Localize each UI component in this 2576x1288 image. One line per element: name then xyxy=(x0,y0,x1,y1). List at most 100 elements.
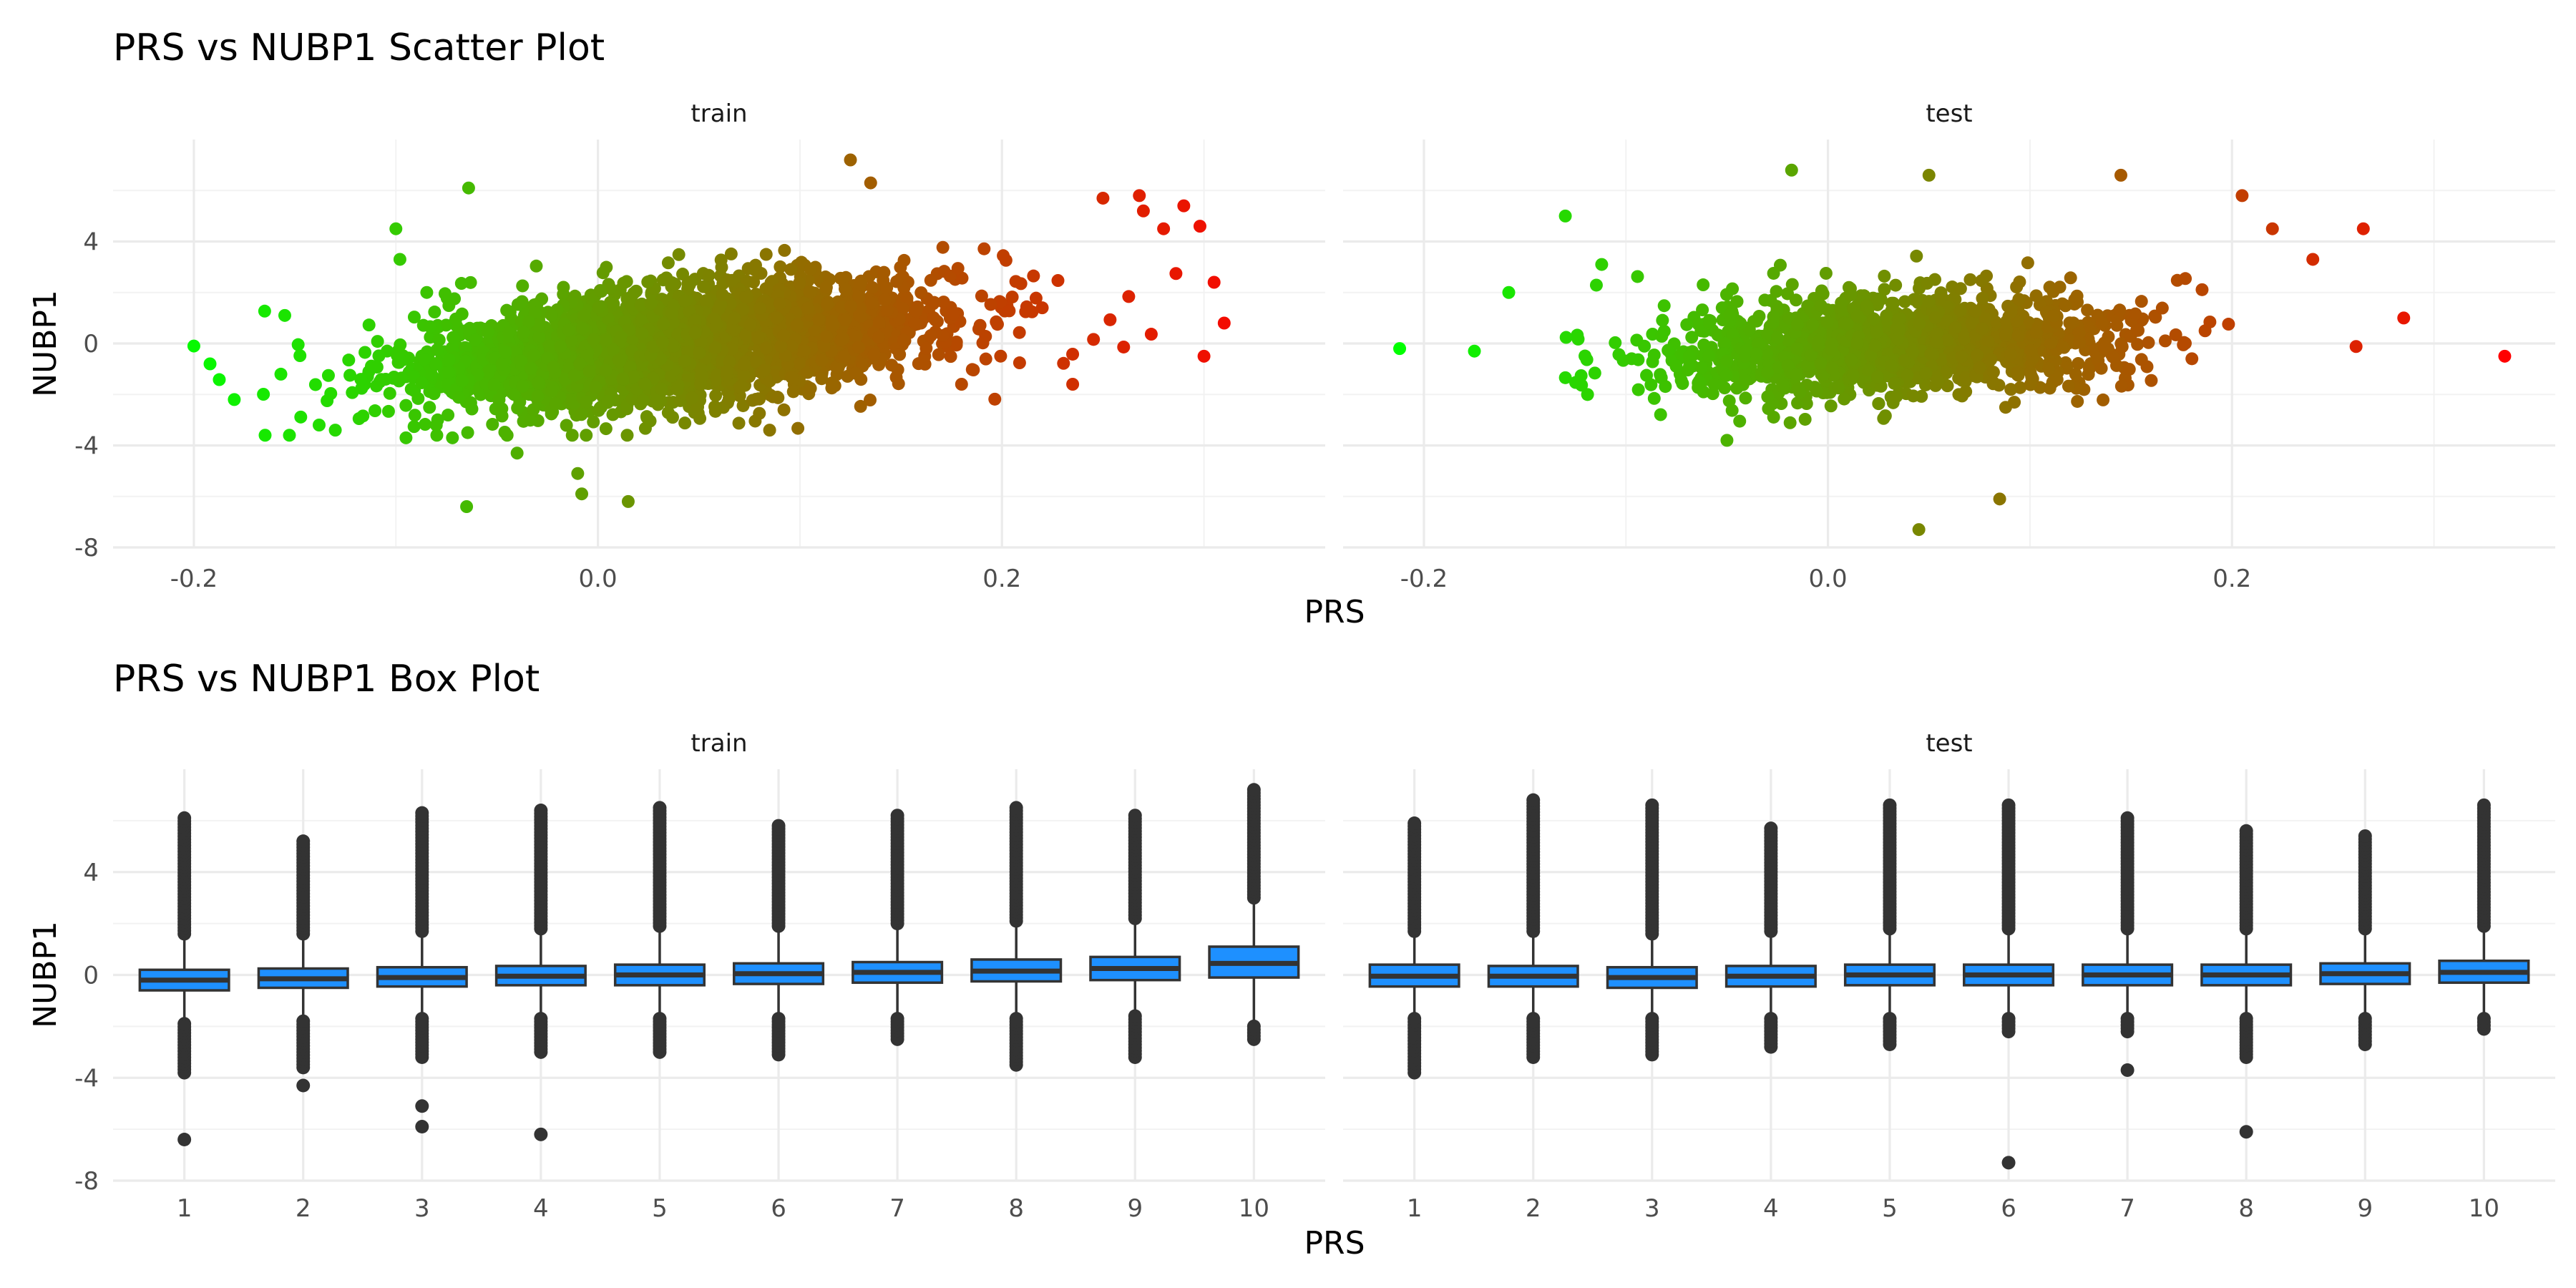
scatter-point xyxy=(977,242,991,255)
scatter-point xyxy=(1930,336,1943,349)
scatter-point xyxy=(429,419,443,431)
scatter-point xyxy=(1654,408,1667,421)
scatter-point xyxy=(1844,353,1858,366)
scatter-point xyxy=(1133,189,1146,203)
scatter-point xyxy=(2155,301,2169,315)
box-x-tick-label: 6 xyxy=(771,1194,786,1223)
scatter-point xyxy=(759,248,773,261)
scatter-point xyxy=(1910,249,1923,263)
scatter-point xyxy=(879,293,892,306)
scatter-point xyxy=(1647,391,1661,405)
scatter-point xyxy=(291,338,305,351)
scatter-point xyxy=(438,287,452,301)
scatter-point xyxy=(1647,348,1661,362)
scatter-point xyxy=(587,415,600,429)
box-strip-train: train xyxy=(691,729,747,758)
scatter-point xyxy=(1838,392,1851,406)
scatter-point xyxy=(1697,278,1710,292)
scatter-point xyxy=(665,306,678,320)
scatter-point xyxy=(738,358,751,371)
scatter-point xyxy=(1029,291,1043,305)
scatter-point xyxy=(1840,317,1854,331)
scatter-point xyxy=(293,349,307,363)
box-x-tick-label: 7 xyxy=(889,1194,905,1223)
scatter-point xyxy=(342,353,356,367)
scatter-point xyxy=(502,326,516,339)
scatter-point xyxy=(1806,318,1820,331)
scatter-point xyxy=(836,332,850,346)
scatter-point xyxy=(2011,365,2024,379)
scatter-point xyxy=(944,350,957,364)
scatter-point xyxy=(2094,361,2108,375)
scatter-point xyxy=(927,296,941,309)
scatter-point xyxy=(1867,312,1880,326)
scatter-point xyxy=(2356,222,2370,235)
scatter-point xyxy=(2235,189,2249,203)
scatter-point xyxy=(1051,274,1065,288)
scatter-point xyxy=(1869,339,1883,353)
scatter-point xyxy=(1761,366,1775,379)
scatter-point xyxy=(1035,301,1049,315)
box-outlier-point xyxy=(534,804,548,817)
scatter-point xyxy=(763,424,776,437)
scatter-point xyxy=(2122,363,2136,376)
scatter-point xyxy=(500,303,514,317)
scatter-point xyxy=(951,262,965,275)
scatter-point xyxy=(1870,326,1883,339)
scatter-point xyxy=(1898,295,1912,308)
scatter-point xyxy=(257,387,270,401)
scatter-point xyxy=(1793,385,1807,399)
scatter-point xyxy=(984,298,997,311)
scatter-point xyxy=(1920,276,1933,290)
scatter-point xyxy=(379,372,392,386)
scatter-point xyxy=(1922,168,1936,182)
scatter-point xyxy=(1002,304,1016,318)
scatter-point xyxy=(691,400,705,414)
scatter-point xyxy=(693,346,706,360)
scatter-point xyxy=(1758,293,1772,307)
scatter-point xyxy=(1087,333,1101,346)
scatter-point xyxy=(890,275,904,288)
scatter-point xyxy=(532,318,545,331)
scatter-point xyxy=(599,364,613,377)
scatter-point xyxy=(863,394,877,407)
scatter-point xyxy=(1005,291,1019,304)
scatter-point xyxy=(1144,328,1158,341)
scatter-point xyxy=(575,487,589,501)
scatter-point xyxy=(725,273,738,287)
scatter-point xyxy=(854,277,867,291)
scatter-point xyxy=(678,354,691,368)
scatter-point xyxy=(635,298,648,312)
scatter-point xyxy=(638,377,652,391)
scatter-point xyxy=(1696,303,1709,317)
scatter-point xyxy=(1558,371,1572,384)
scatter-point xyxy=(1393,342,1407,356)
scatter-point xyxy=(2046,309,2060,323)
scatter-point xyxy=(528,306,542,320)
scatter-point xyxy=(2059,299,2072,313)
scatter-point xyxy=(671,328,685,341)
scatter-point xyxy=(571,467,585,480)
scatter-point xyxy=(900,291,914,305)
scatter-point xyxy=(592,301,605,314)
scatter-point xyxy=(2179,272,2192,286)
scatter-point xyxy=(1193,220,1206,233)
scatter-point xyxy=(2145,374,2158,387)
scatter-point xyxy=(1739,391,1752,405)
scatter-point xyxy=(785,371,799,384)
scatter-point xyxy=(1993,492,2006,506)
scatter-point xyxy=(844,153,857,167)
scatter-point xyxy=(258,429,272,442)
scatter-point xyxy=(708,313,722,326)
scatter-point xyxy=(739,328,753,342)
scatter-point xyxy=(672,248,686,261)
scatter-point xyxy=(1846,369,1860,382)
scatter-point xyxy=(395,371,409,385)
scatter-point xyxy=(838,273,852,286)
box-outlier-point xyxy=(177,811,192,825)
scatter-point xyxy=(724,247,738,260)
scatter-point xyxy=(867,348,881,361)
scatter-point xyxy=(1888,376,1901,390)
scatter-point xyxy=(1931,374,1945,388)
scatter-point xyxy=(950,338,963,352)
